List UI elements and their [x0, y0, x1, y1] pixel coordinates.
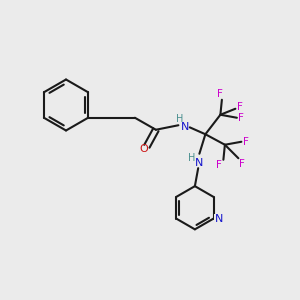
Text: N: N: [195, 158, 203, 168]
Text: F: F: [243, 137, 249, 147]
Text: F: F: [218, 89, 223, 99]
Text: N: N: [181, 122, 189, 132]
Text: F: F: [216, 160, 222, 170]
Text: N: N: [215, 214, 223, 224]
Text: O: O: [140, 144, 148, 154]
Text: H: H: [188, 153, 196, 163]
Text: F: F: [238, 113, 244, 123]
Text: H: H: [176, 114, 184, 124]
Text: F: F: [237, 102, 243, 112]
Text: F: F: [239, 159, 245, 169]
